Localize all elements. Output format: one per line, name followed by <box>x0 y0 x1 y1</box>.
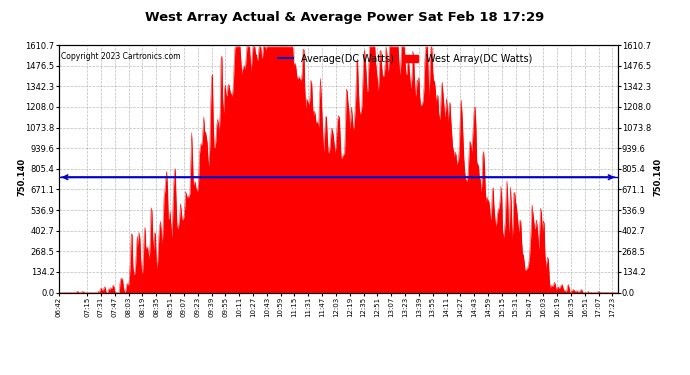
Text: Copyright 2023 Cartronics.com: Copyright 2023 Cartronics.com <box>61 53 181 62</box>
Legend: Average(DC Watts), West Array(DC Watts): Average(DC Watts), West Array(DC Watts) <box>275 50 536 68</box>
Text: West Array Actual & Average Power Sat Feb 18 17:29: West Array Actual & Average Power Sat Fe… <box>146 11 544 24</box>
Text: 750.140: 750.140 <box>654 158 663 196</box>
Text: 750.140: 750.140 <box>17 158 26 196</box>
